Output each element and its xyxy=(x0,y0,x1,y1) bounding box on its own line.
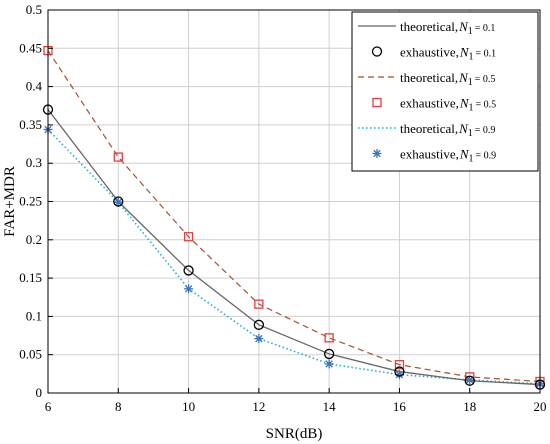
series-5-point xyxy=(254,334,264,344)
series-3-point xyxy=(394,360,405,370)
star-stroke xyxy=(395,370,404,379)
series-3-point xyxy=(254,299,264,309)
y-tick-label: 0.2 xyxy=(26,232,42,247)
series-3-point xyxy=(113,152,123,162)
legend-param-sub: 1 xyxy=(469,52,474,63)
legend-name: theoretical, xyxy=(400,19,458,34)
x-tick-label: 18 xyxy=(463,399,476,414)
series-1-point xyxy=(183,265,194,276)
series-0-line xyxy=(47,109,541,386)
legend-param-sub: 1 xyxy=(468,77,473,88)
legend-entry-3: exhaustive,N1 = 0.5 xyxy=(400,96,496,114)
legend-entry-0: theoretical,N1 = 0.1 xyxy=(400,19,495,37)
legend-param-value: = 0.9 xyxy=(476,151,497,162)
legend-param: N xyxy=(459,96,470,111)
y-tick-label: 0.45 xyxy=(19,40,42,55)
x-tick-label: 16 xyxy=(393,399,407,414)
star-stroke xyxy=(466,376,474,384)
legend-name: exhaustive, xyxy=(400,147,459,162)
x-tick-label: 14 xyxy=(323,399,337,414)
x-tick-label: 12 xyxy=(252,399,265,414)
series-4-line xyxy=(47,128,541,385)
x-axis-label: SNR(dB) xyxy=(266,426,323,442)
legend-param: N xyxy=(459,147,470,162)
legend-param: N xyxy=(459,45,470,60)
legend-param-sub: 1 xyxy=(469,103,474,114)
legend-param-value: = 0.1 xyxy=(476,49,497,60)
y-tick-label: 0.15 xyxy=(19,270,42,285)
legend-param-sub: 1 xyxy=(468,128,473,139)
y-axis-label: FAR+MDR xyxy=(2,166,18,237)
legend-name: exhaustive, xyxy=(400,45,459,60)
x-tick-label: 10 xyxy=(182,399,195,414)
legend-param-value: = 0.5 xyxy=(475,74,496,85)
legend-name: theoretical, xyxy=(400,70,458,85)
y-tick-label: 0.5 xyxy=(26,2,42,17)
legend-param: N xyxy=(458,121,469,136)
legend-swatch-3 xyxy=(372,97,382,108)
series-5-point xyxy=(465,375,475,385)
x-tick-label: 6 xyxy=(45,399,52,414)
legend-param: N xyxy=(458,19,469,34)
series-1-point xyxy=(113,196,124,207)
legend-entry-5: exhaustive,N1 = 0.9 xyxy=(400,147,496,165)
legend-param-value: = 0.9 xyxy=(475,125,496,136)
series-3-point xyxy=(183,232,194,242)
series-1-point xyxy=(394,366,405,377)
star-stroke xyxy=(325,360,333,368)
series-2-line xyxy=(47,50,541,383)
y-tick-label: 0.4 xyxy=(26,79,43,94)
legend-param-sub: 1 xyxy=(469,154,474,165)
legend-param-value: = 0.1 xyxy=(475,23,496,34)
series-5-point xyxy=(184,284,194,294)
legend-param-sub: 1 xyxy=(468,26,473,37)
x-tick-label: 8 xyxy=(115,399,122,414)
series-layer xyxy=(42,45,546,390)
y-tick-label: 0.1 xyxy=(26,308,42,323)
star-stroke xyxy=(373,149,381,158)
series-5-point xyxy=(113,197,123,207)
legend-param: N xyxy=(458,70,469,85)
y-tick-label: 0 xyxy=(36,385,43,400)
legend-entry-1: exhaustive,N1 = 0.1 xyxy=(400,45,496,63)
y-tick-label: 0.3 xyxy=(26,155,42,170)
legend-box xyxy=(351,11,539,172)
legend-swatch-5 xyxy=(372,149,382,158)
series-5-point xyxy=(394,370,404,380)
series-1-point xyxy=(323,348,335,360)
star-stroke xyxy=(114,198,122,206)
series-1-point xyxy=(464,375,475,386)
series-1-point xyxy=(253,319,265,330)
star-stroke xyxy=(255,334,263,343)
legend-entry-2: theoretical,N1 = 0.5 xyxy=(400,70,495,88)
legend-swatch-1 xyxy=(371,46,383,57)
legend-param-value: = 0.5 xyxy=(476,100,497,111)
y-tick-label: 0.25 xyxy=(19,194,42,209)
y-tick-label: 0.35 xyxy=(19,117,42,132)
legend-entry-4: theoretical,N1 = 0.9 xyxy=(400,121,495,139)
ticks: 6 8 10 12 14 16 18 20 0 0.05 0.1 0.15 0.2 0.25 0.3 0.35… xyxy=(19,2,546,414)
series-3-point xyxy=(324,333,334,343)
y-tick-label: 0.05 xyxy=(19,347,42,362)
series-5-point xyxy=(324,359,334,369)
star-stroke xyxy=(184,285,193,293)
legend-name: exhaustive, xyxy=(400,96,459,111)
legend-name: theoretical, xyxy=(400,121,458,136)
x-tick-label: 20 xyxy=(534,399,547,414)
